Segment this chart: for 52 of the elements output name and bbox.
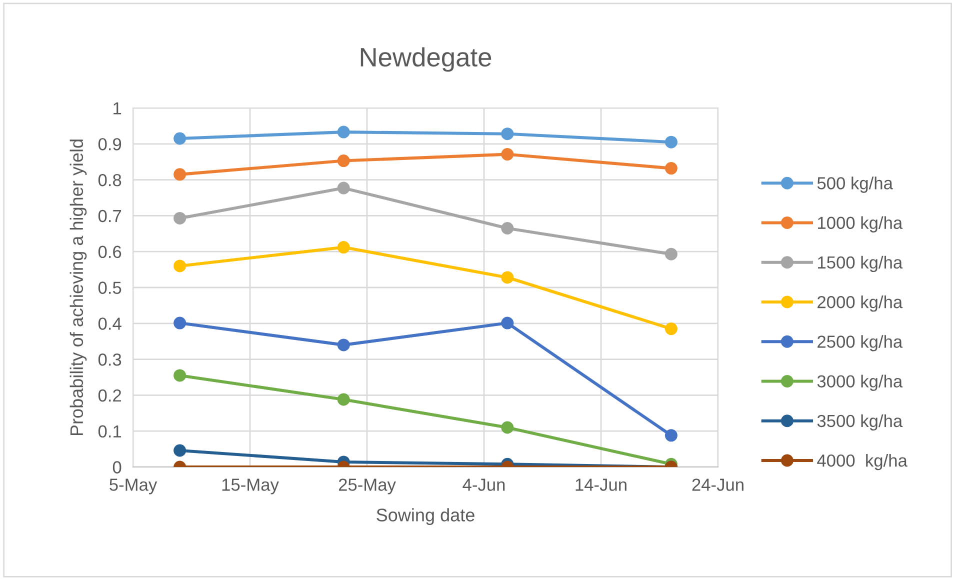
x-tick-label: 25-May: [338, 478, 396, 494]
x-tick-label: 15-May: [222, 478, 279, 494]
point: [664, 248, 678, 260]
point: [501, 316, 514, 330]
legend-label: 3500 kg/ha: [817, 414, 903, 431]
point: [337, 338, 350, 352]
y-tick-label: 0.2: [98, 389, 122, 402]
legend-label: 1000 kg/ha: [818, 216, 903, 232]
y-tick-label: 0.9: [98, 138, 122, 150]
point: [174, 369, 186, 382]
y-tick-label: 0.4: [98, 318, 122, 330]
x-tick-label: 24-Jun: [692, 478, 744, 491]
y-tick-label: 0.6: [98, 246, 122, 258]
point: [174, 212, 186, 224]
y-axis-title: Probability of achieving a higher yield: [70, 140, 87, 436]
x-axis-title: Sowing date: [376, 508, 474, 526]
point: [174, 444, 186, 457]
y-tick-label: 0.7: [98, 210, 122, 222]
legend-label: 2000 kg/ha: [818, 295, 903, 312]
y-tick-label: 0.1: [98, 425, 122, 438]
point: [174, 132, 186, 145]
legend-label: 500 kg/ha: [817, 176, 893, 193]
point: [501, 148, 514, 161]
legend-label: 3000 kg/ha: [817, 374, 903, 391]
x-tick-label: 14-Jun: [576, 478, 626, 491]
point: [501, 271, 514, 284]
point: [501, 222, 514, 235]
point: [664, 136, 678, 148]
legend-label: 4000 kg/ha: [817, 454, 908, 470]
y-tick-label: 1: [114, 102, 122, 114]
x-tick-label: 5-May: [110, 478, 158, 494]
point: [174, 260, 186, 272]
y-tick-label: 0.8: [98, 174, 122, 186]
legend-label: 2500 kg/ha: [818, 335, 903, 352]
point: [664, 322, 678, 336]
y-tick-label: 0: [112, 461, 122, 474]
point: [337, 126, 350, 138]
y-tick-label: 0.5: [98, 282, 122, 294]
point: [501, 421, 514, 434]
point: [337, 241, 350, 254]
point: [501, 128, 514, 140]
point: [664, 429, 678, 442]
x-tick-label: 4-Jun: [462, 478, 505, 491]
point: [337, 154, 350, 168]
point: [337, 393, 350, 406]
point: [664, 162, 678, 175]
y-tick-label: 0.3: [98, 353, 122, 366]
legend-label: 1500 kg/ha: [818, 256, 903, 272]
chart-title: Newdegate: [360, 47, 492, 72]
point: [174, 316, 186, 330]
point: [337, 182, 350, 194]
point: [174, 168, 186, 181]
